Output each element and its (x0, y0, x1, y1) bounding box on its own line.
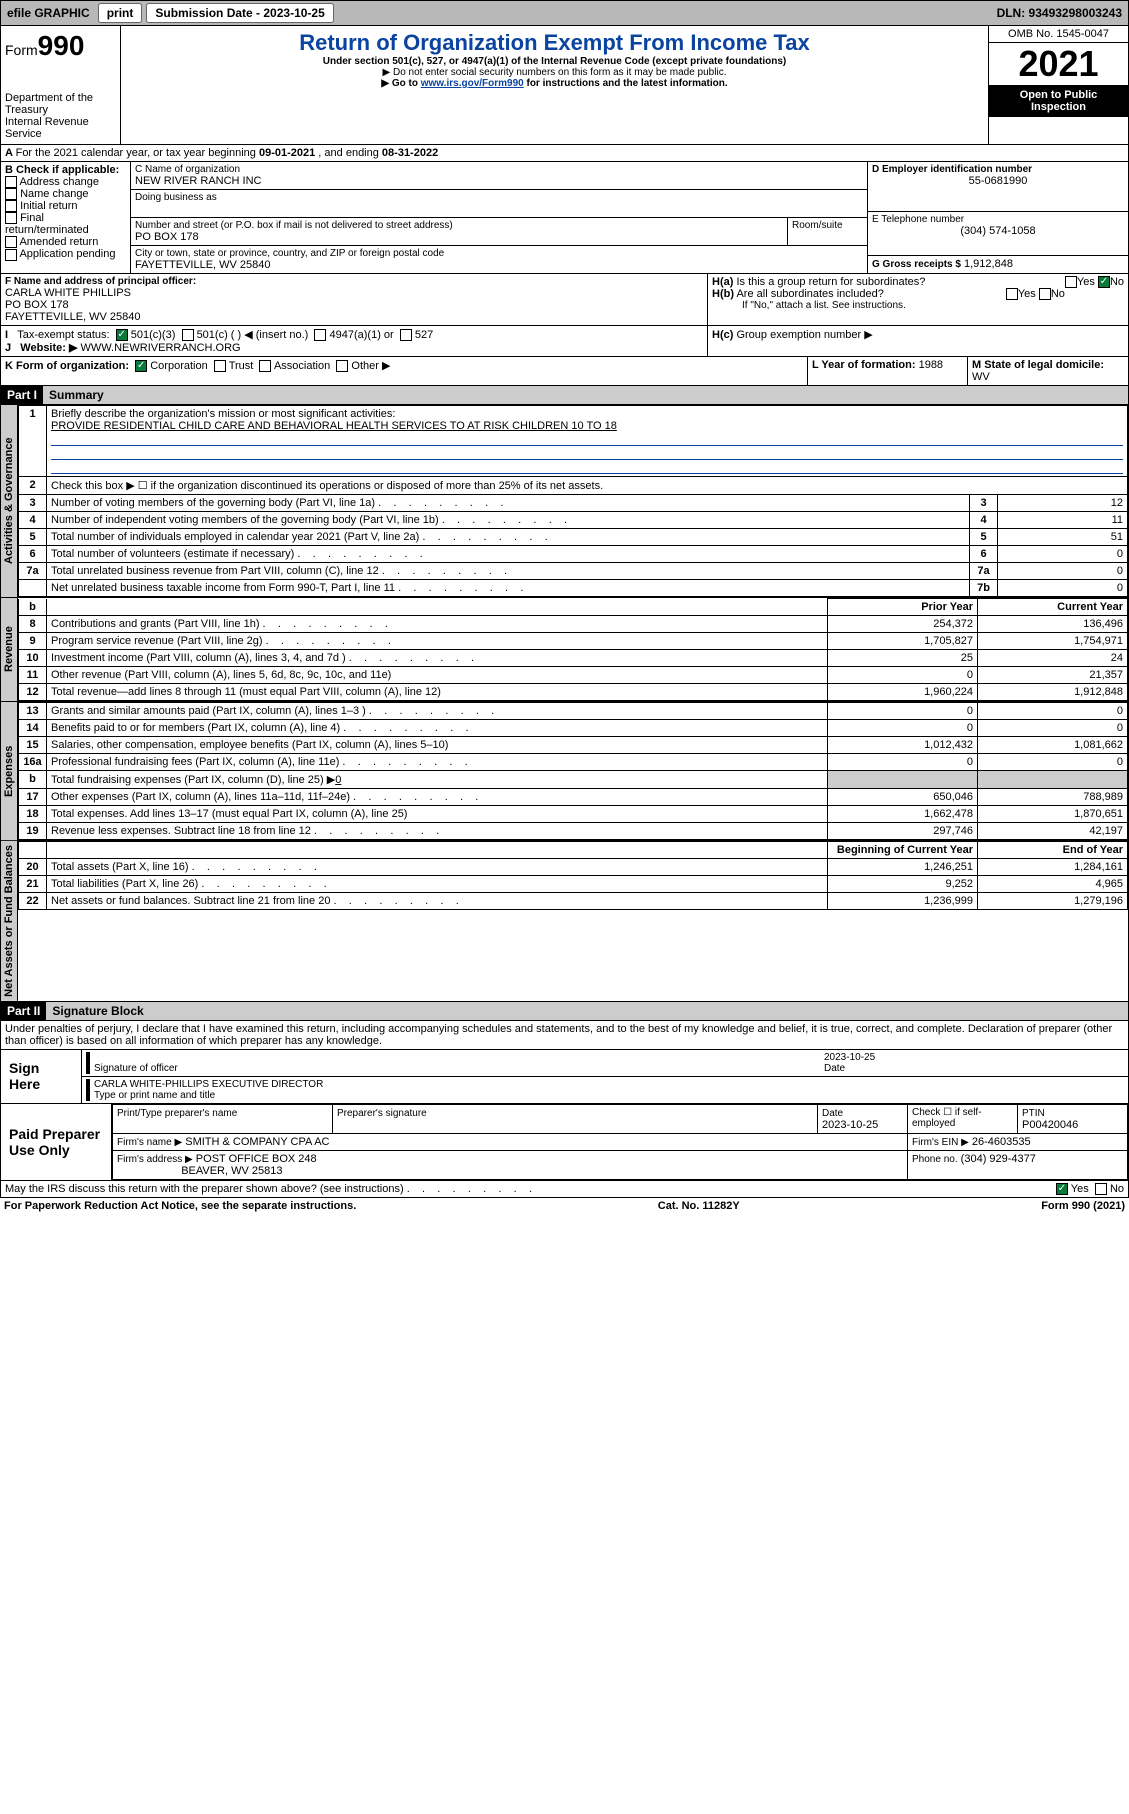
may-discuss: May the IRS discuss this return with the… (0, 1181, 1129, 1198)
activities-governance: Activities & Governance 1 Briefly descri… (0, 405, 1129, 598)
section-bcdefg: B Check if applicable: Address change Na… (0, 162, 1129, 274)
irs-label: Internal Revenue Service (5, 116, 116, 140)
form-header: Form990 Department of the Treasury Inter… (0, 26, 1129, 145)
c-name: NEW RIVER RANCH INC (135, 175, 863, 187)
net-assets-section: Net Assets or Fund Balances Beginning of… (0, 841, 1129, 1002)
ha-line: H(a) Is this a group return for subordin… (712, 276, 1124, 288)
section-klm: K Form of organization: Corporation Trus… (0, 357, 1129, 386)
g-label: G Gross receipts $ (872, 259, 961, 270)
top-toolbar: efile GRAPHIC print Submission Date - 20… (0, 0, 1129, 26)
f-addr2: FAYETTEVILLE, WV 25840 (5, 311, 703, 323)
d-label: D Employer identification number (872, 164, 1124, 175)
sign-here-block: Sign Here Signature of officer 2023-10-2… (0, 1050, 1129, 1104)
l6-t: Total number of volunteers (estimate if … (47, 546, 970, 563)
l6-v: 0 (998, 546, 1128, 563)
c-addr-label: Number and street (or P.O. box if mail i… (135, 220, 783, 231)
m-line: M State of legal domicile: WV (968, 357, 1128, 385)
irs-link[interactable]: www.irs.gov/Form990 (421, 78, 524, 89)
b-opt-0: Address change (5, 176, 126, 188)
part1-header: Part ISummary (0, 386, 1129, 405)
f-name: CARLA WHITE PHILLIPS (5, 287, 703, 299)
b-opt-4: Amended return (5, 236, 126, 248)
paid-label: Paid Preparer Use Only (1, 1104, 111, 1180)
line-a: A For the 2021 calendar year, or tax yea… (0, 145, 1129, 162)
l7a-v: 0 (998, 563, 1128, 580)
open-to-public: Open to Public Inspection (989, 85, 1128, 117)
ag-tab: Activities & Governance (1, 405, 18, 597)
e-label: E Telephone number (872, 214, 1124, 225)
form-number: Form990 (5, 30, 116, 62)
part2-header: Part IISignature Block (0, 1002, 1129, 1021)
section-fh: F Name and address of principal officer:… (0, 274, 1129, 326)
hb-note: If "No," attach a list. See instructions… (712, 300, 1124, 311)
dln-label: DLN: 93493298003243 (991, 4, 1128, 22)
revenue-section: Revenue bPrior YearCurrent Year 8Contrib… (0, 598, 1129, 702)
k-line: K Form of organization: Corporation Trus… (1, 357, 808, 385)
prior-hdr: Prior Year (828, 599, 978, 616)
c-city-label: City or town, state or province, country… (135, 248, 863, 259)
l-line: L Year of formation: 1988 (808, 357, 968, 385)
l7a-t: Total unrelated business revenue from Pa… (47, 563, 970, 580)
d-value: 55-0681990 (872, 175, 1124, 187)
sign-here-label: Sign Here (1, 1050, 81, 1103)
b-opt-3: Final return/terminated (5, 212, 126, 236)
l4-t: Number of independent voting members of … (47, 512, 970, 529)
dept-label: Department of the Treasury (5, 92, 116, 116)
submission-date-button[interactable]: Submission Date - 2023-10-25 (146, 3, 333, 23)
q1-label: Briefly describe the organization's miss… (51, 408, 395, 420)
b-opt-5: Application pending (5, 248, 126, 260)
c-room-label: Room/suite (787, 218, 867, 245)
l5-v: 51 (998, 529, 1128, 546)
subtitle-2: ▶ Do not enter social security numbers o… (125, 67, 984, 78)
l3-v: 12 (998, 495, 1128, 512)
b-label: B Check if applicable: (5, 164, 126, 176)
q2: Check this box ▶ ☐ if the organization d… (47, 477, 1128, 495)
print-button[interactable]: print (98, 3, 143, 23)
na-tab: Net Assets or Fund Balances (1, 841, 18, 1001)
f-label: F Name and address of principal officer: (5, 276, 703, 287)
paid-preparer-block: Paid Preparer Use Only Print/Type prepar… (0, 1104, 1129, 1181)
c-addr: PO BOX 178 (135, 231, 783, 243)
c-city: FAYETTEVILLE, WV 25840 (135, 259, 863, 271)
b-opt-2: Initial return (5, 200, 126, 212)
e-value: (304) 574-1058 (872, 225, 1124, 237)
l3-t: Number of voting members of the governin… (47, 495, 970, 512)
form-title: Return of Organization Exempt From Incom… (125, 30, 984, 56)
omb-label: OMB No. 1545-0047 (989, 26, 1128, 43)
l7b-t: Net unrelated business taxable income fr… (47, 580, 970, 597)
efile-label: efile GRAPHIC (1, 4, 96, 22)
curr-hdr: Current Year (978, 599, 1128, 616)
section-ij-hc: I Tax-exempt status: 501(c)(3) 501(c) ( … (0, 326, 1129, 357)
page-footer: For Paperwork Reduction Act Notice, see … (0, 1198, 1129, 1214)
hc-line: H(c) Group exemption number ▶ (712, 328, 1124, 341)
g-value: 1,912,848 (964, 258, 1013, 270)
c-name-label: C Name of organization (135, 164, 863, 175)
l4-v: 11 (998, 512, 1128, 529)
q1-value: PROVIDE RESIDENTIAL CHILD CARE AND BEHAV… (51, 420, 617, 432)
penalty-text: Under penalties of perjury, I declare th… (0, 1021, 1129, 1050)
hb-line: H(b) Are all subordinates included? Yes … (712, 288, 1124, 300)
expenses-section: Expenses 13Grants and similar amounts pa… (0, 702, 1129, 841)
subtitle-1: Under section 501(c), 527, or 4947(a)(1)… (125, 56, 984, 67)
subtitle-3: ▶ Go to www.irs.gov/Form990 for instruct… (125, 78, 984, 89)
c-dba-label: Doing business as (135, 192, 863, 203)
f-addr1: PO BOX 178 (5, 299, 703, 311)
i-line: I Tax-exempt status: 501(c)(3) 501(c) ( … (5, 328, 703, 341)
rev-tab: Revenue (1, 598, 18, 701)
exp-tab: Expenses (1, 702, 18, 840)
j-line: J Website: ▶ WWW.NEWRIVERRANCH.ORG (5, 341, 703, 354)
l5-t: Total number of individuals employed in … (47, 529, 970, 546)
tax-year: 2021 (989, 43, 1128, 85)
l7b-v: 0 (998, 580, 1128, 597)
b-opt-1: Name change (5, 188, 126, 200)
